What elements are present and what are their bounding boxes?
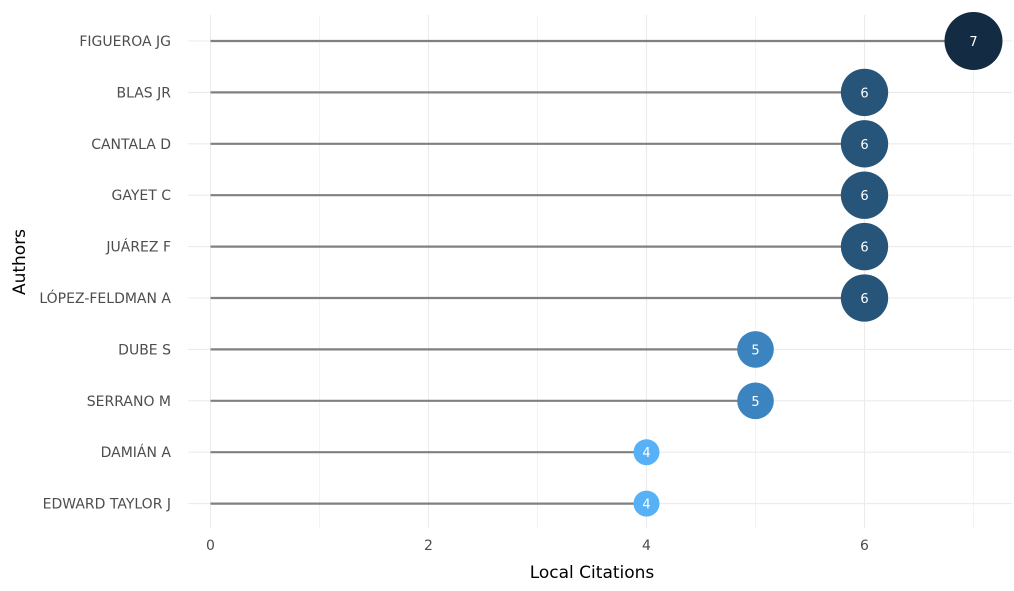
lollipop-point: [840, 222, 889, 271]
data-label: 5: [751, 343, 759, 358]
data-label: 6: [860, 138, 868, 153]
y-category-label: CANTALA D: [91, 137, 171, 153]
y-category-label: GAYET C: [111, 188, 171, 204]
data-label: 6: [860, 292, 868, 307]
y-axis-title: Authors: [10, 229, 30, 295]
lollipop-point: [840, 68, 889, 117]
label-layer: 0 2 4 6 FIGUEROA JG 7 BLAS JR 6 CANTALA D 6 GAYET …: [39, 34, 977, 554]
data-label: 6: [860, 189, 868, 204]
x-tick-label: 4: [642, 538, 651, 554]
y-category-label: JUÁREZ F: [105, 239, 171, 256]
data-label: 4: [642, 446, 650, 461]
y-category-label: LÓPEZ-FELDMAN A: [39, 289, 171, 307]
y-category-label: EDWARD TAYLOR J: [43, 497, 171, 513]
bubble-layer: [633, 12, 1003, 517]
data-label: 6: [860, 86, 868, 101]
data-label: 5: [751, 395, 759, 410]
x-tick-label: 6: [860, 538, 869, 554]
y-category-label: SERRANO M: [87, 394, 171, 410]
lollipop-point: [944, 12, 1003, 70]
y-category-label: FIGUEROA JG: [79, 34, 171, 50]
y-category-label: BLAS JR: [117, 85, 172, 101]
lollipop-point: [840, 120, 889, 168]
y-category-label: DAMIÁN A: [101, 444, 172, 461]
lollipop-point: [737, 331, 774, 368]
data-label: 4: [642, 498, 650, 513]
x-tick-label: 2: [424, 538, 433, 554]
stem-layer: [210, 39, 974, 505]
data-label: 6: [860, 241, 868, 256]
lollipop-point: [633, 439, 660, 466]
data-label: 7: [969, 35, 977, 50]
x-axis-title: Local Citations: [530, 563, 655, 583]
lollipop-point: [840, 274, 889, 322]
x-tick-label: 0: [206, 538, 215, 554]
lollipop-point: [633, 490, 660, 517]
lollipop-point: [737, 382, 774, 420]
lollipop-point: [840, 171, 889, 219]
y-category-label: DUBE S: [118, 342, 171, 358]
